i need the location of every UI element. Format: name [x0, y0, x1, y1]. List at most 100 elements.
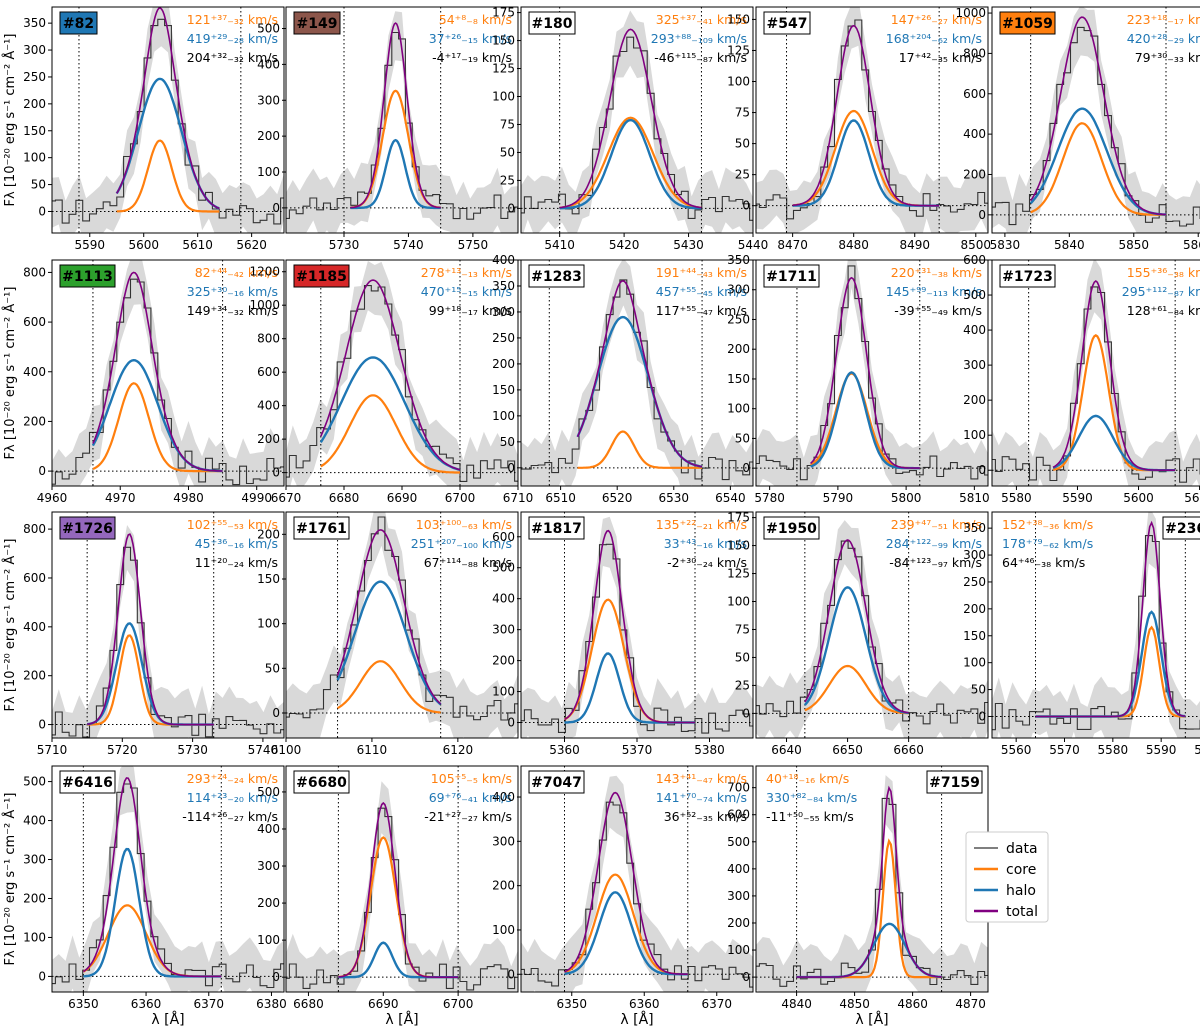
total-curve: [116, 7, 220, 210]
y-tick-label: 50: [265, 661, 280, 675]
velocity-offset-label: -11⁺⁵⁰₋₅₅ km/s: [766, 809, 854, 824]
y-tick-label: 0: [38, 204, 46, 218]
y-tick-label: 100: [492, 923, 515, 937]
x-tick-label: 6650: [832, 743, 863, 757]
y-tick-label: 350: [727, 253, 750, 267]
y-tick-label: 600: [257, 365, 280, 379]
total-curve: [336, 529, 442, 705]
velocity-offset-label: 64⁺⁴⁶₋₃₈ km/s: [1002, 555, 1085, 570]
data-step-line: [286, 516, 518, 721]
x-tick-label: 4980: [173, 491, 204, 505]
core-curve: [92, 382, 223, 473]
y-tick-label: 50: [971, 683, 986, 697]
object-id-label: #1817: [531, 521, 582, 537]
axes-frame: [51, 6, 285, 234]
axes-frame: [991, 259, 1200, 487]
x-tick-label: 5790: [823, 491, 854, 505]
x-tick-label: 8500: [961, 238, 992, 252]
halo-width-label: 178⁺⁷⁹₋₆₂ km/s: [1002, 536, 1093, 551]
object-id-label: #149: [297, 16, 338, 32]
y-tick-label: 100: [727, 75, 750, 89]
data-step-line: [521, 36, 753, 221]
velocity-offset-label: 11⁺²⁰₋₂₄ km/s: [195, 555, 278, 570]
panel-1711: 5780 5790 5800 5810 0 50 100 150 200 250 300 350 #17…: [727, 253, 990, 505]
data-step-line: [286, 31, 518, 220]
y-tick-label: 1000: [955, 6, 986, 20]
velocity-offset-label: 36⁺⁵²₋₃₅ km/s: [664, 809, 747, 824]
x-tick-label: 6360: [131, 997, 162, 1011]
halo-curve: [803, 586, 909, 715]
velocity-offset-label: -2⁺³⁰₋₂₄ km/s: [667, 555, 747, 570]
data-uncertainty-band: [286, 11, 518, 233]
object-id-label: #1059: [1002, 16, 1053, 32]
y-tick-label: 400: [257, 399, 280, 413]
x-tick-label: 5430: [673, 238, 704, 252]
x-tick-label: 6640: [771, 743, 802, 757]
x-tick-label: 5600: [1194, 743, 1200, 757]
x-tick-label: 6700: [445, 491, 476, 505]
object-id-label: #1113: [62, 269, 113, 285]
y-tick-label: 125: [492, 62, 515, 76]
x-tick-label: 5800: [891, 491, 922, 505]
y-tick-label: 300: [492, 834, 515, 848]
y-tick-label: 125: [727, 567, 750, 581]
halo-width-label: 457⁺⁵⁵₋₄₅ km/s: [656, 284, 747, 299]
axes-frame: [991, 6, 1200, 234]
core-width-label: 143⁺⁴¹₋₄₇ km/s: [656, 771, 747, 786]
velocity-offset-label: -39⁺⁵⁵₋₄₉ km/s: [894, 303, 982, 318]
halo-width-label: 114⁺²³₋₂₀ km/s: [187, 790, 278, 805]
total-curve: [576, 279, 703, 468]
total-curve: [338, 801, 459, 978]
core-width-label: 223⁺¹⁸₋₁₇ km/s: [1127, 12, 1200, 27]
velocity-offset-label: -114⁺²⁶₋₂₇ km/s: [182, 809, 278, 824]
x-tick-label: 6360: [629, 997, 660, 1011]
object-id-label: #1185: [296, 269, 347, 285]
x-tick-label: 4870: [955, 997, 986, 1011]
y-tick-label: 100: [727, 595, 750, 609]
core-curve: [320, 394, 460, 474]
axes-frame: [520, 6, 754, 234]
x-tick-label: 4990: [241, 491, 272, 505]
data-step-line: [52, 546, 284, 738]
y-tick-label: 50: [735, 137, 750, 151]
x-tick-label: 5410: [544, 238, 575, 252]
y-axis-title: Fλ [10⁻²⁰ erg s⁻¹ cm⁻² Å⁻¹]: [2, 793, 18, 966]
core-curve: [1030, 122, 1166, 216]
y-tick-label: 200: [727, 916, 750, 930]
object-id-label: #7159: [929, 775, 980, 791]
velocity-offset-label: -21⁺²⁷₋₂₇ km/s: [424, 809, 512, 824]
y-tick-label: 75: [500, 117, 515, 131]
y-tick-label: 0: [38, 969, 46, 983]
y-tick-label: 50: [735, 431, 750, 445]
data-uncertainty-band: [52, 766, 284, 992]
core-width-label: 103⁺¹⁰⁰₋₆₃ km/s: [416, 517, 512, 532]
x-tick-label: 6120: [443, 743, 474, 757]
total-curve: [87, 533, 214, 726]
y-tick-label: 200: [23, 97, 46, 111]
y-tick-label: 100: [492, 90, 515, 104]
x-tick-label: 5860: [1183, 238, 1200, 252]
y-tick-label: 300: [963, 548, 986, 562]
y-tick-label: 200: [23, 414, 46, 428]
object-id-label: #1761: [296, 521, 347, 537]
y-tick-label: 200: [257, 129, 280, 143]
legend-label-halo: halo: [1006, 883, 1036, 899]
x-tick-label: 6660: [893, 743, 924, 757]
total-curve: [92, 271, 223, 472]
panel-1726: 5710 5720 5730 5740 0 200 400 600 800 #1726 102⁺⁵⁵…: [23, 511, 285, 757]
y-tick-label: 100: [23, 930, 46, 944]
data-step-line: [521, 801, 753, 988]
plot-area: [992, 512, 1200, 738]
y-tick-label: 600: [963, 87, 986, 101]
object-id-label: #180: [532, 16, 573, 32]
y-axis-labels: Fλ [10⁻²⁰ erg s⁻¹ cm⁻² Å⁻¹] Fλ [10⁻²⁰ erg…: [2, 34, 18, 966]
object-id-label: #6680: [296, 775, 347, 791]
x-tick-label: 5730: [177, 743, 208, 757]
x-tick-label: 5590: [1146, 743, 1177, 757]
data-step-line: [52, 783, 284, 989]
plot-area: [286, 512, 518, 738]
core-width-label: 135⁺²²₋₂₁ km/s: [656, 517, 747, 532]
core-curve: [559, 116, 702, 209]
core-width-label: 82⁺⁴⁴₋₄₂ km/s: [195, 265, 278, 280]
y-tick-label: 25: [735, 168, 750, 182]
